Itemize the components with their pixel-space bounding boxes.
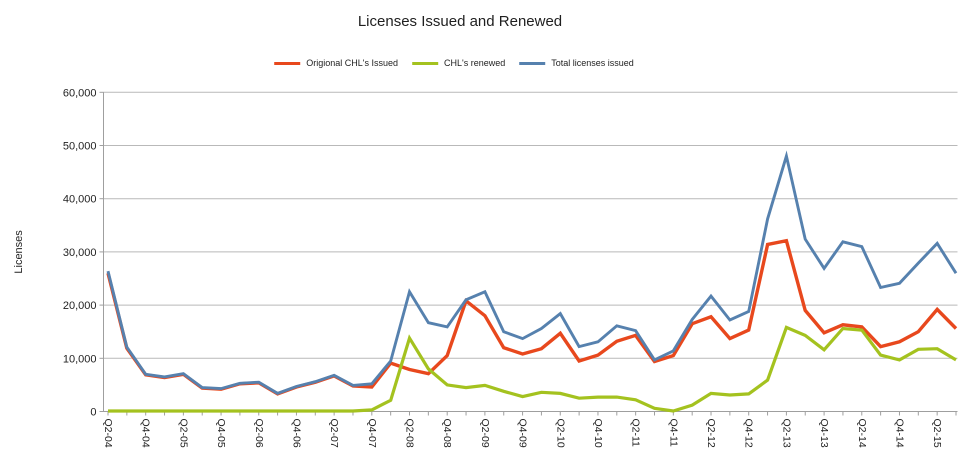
y-axis-tick-label: 60,000: [63, 87, 97, 99]
x-axis-tick-label: Q4-10: [592, 419, 604, 448]
chart-legend: Origional CHL's Issued CHL's renewed Tot…: [274, 58, 634, 68]
x-axis-tick-label: Q4-08: [441, 419, 453, 448]
legend-item-total: Total licenses issued: [519, 58, 634, 68]
x-axis-tick-label: Q2-12: [705, 419, 717, 448]
legend-label-renewed: CHL's renewed: [443, 58, 506, 68]
legend-label-total: Total licenses issued: [551, 58, 634, 68]
legend-item-renewed: CHL's renewed: [411, 58, 506, 68]
y-axis-tick-label: 40,000: [63, 194, 97, 206]
x-axis-tick-label: Q4-12: [743, 419, 755, 448]
x-axis-tick-label: Q2-04: [102, 419, 114, 448]
x-axis-tick-label: Q4-09: [517, 419, 529, 448]
x-axis-tick-label: Q2-06: [253, 419, 265, 448]
x-axis-tick-label: Q2-07: [328, 419, 340, 448]
x-axis-tick-label: Q4-05: [215, 419, 227, 448]
y-axis-tick-label: 10,000: [63, 353, 97, 365]
x-axis-tick-label: Q2-15: [931, 419, 943, 448]
legend-swatch-total: [519, 61, 546, 65]
x-axis-tick-label: Q4-04: [140, 419, 152, 448]
x-axis-tick-label: Q4-06: [290, 419, 302, 448]
y-axis-tick-label: 0: [90, 407, 96, 419]
x-axis-tick-label: Q4-07: [366, 419, 378, 448]
y-axis-tick-label: 20,000: [63, 300, 97, 312]
y-axis-title: Licenses: [13, 230, 25, 274]
y-axis-tick-label: 50,000: [63, 141, 97, 153]
legend-swatch-renewed: [411, 61, 438, 65]
series-line-chl-s-renewed: [108, 325, 957, 413]
x-axis-tick-label: Q2-13: [780, 419, 792, 448]
x-axis-tick-label: Q2-08: [404, 419, 416, 448]
x-axis-tick-label: Q4-11: [667, 419, 679, 448]
x-axis-tick-label: Q2-09: [479, 419, 491, 448]
x-axis-tick-label: Q4-13: [818, 419, 830, 448]
series-line-total-licenses-issued: [106, 150, 958, 395]
y-axis-tick-label: 30,000: [63, 247, 97, 259]
legend-label-issued: Origional CHL's Issued: [306, 58, 398, 68]
legend-item-issued: Origional CHL's Issued: [274, 58, 398, 68]
legend-swatch-issued: [274, 61, 301, 65]
chart-title: Licenses Issued and Renewed: [357, 13, 563, 30]
x-axis-tick-label: Q2-10: [554, 419, 566, 448]
x-axis-tick-label: Q2-11: [630, 419, 642, 448]
x-axis-tick-label: Q2-14: [856, 419, 868, 448]
x-axis-tick-label: Q4-14: [893, 419, 905, 448]
x-axis-tick-label: Q2-05: [177, 419, 189, 448]
